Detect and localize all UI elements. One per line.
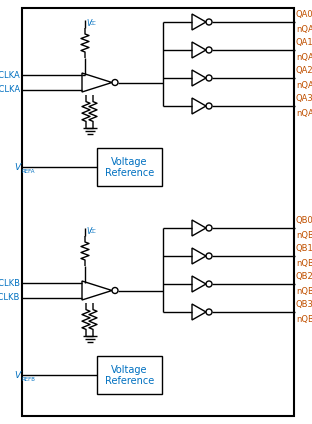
Text: nQB1: nQB1 — [296, 259, 312, 268]
Text: nQA1: nQA1 — [296, 53, 312, 62]
Bar — [97, 356, 162, 394]
Text: nQA0: nQA0 — [296, 25, 312, 34]
Text: PCLKA: PCLKA — [0, 70, 20, 80]
Bar — [97, 148, 162, 186]
Text: V: V — [86, 227, 91, 236]
Text: QB1: QB1 — [296, 244, 312, 253]
Text: QA0: QA0 — [296, 10, 312, 19]
Text: QB2: QB2 — [296, 272, 312, 281]
Text: Voltage: Voltage — [111, 157, 148, 167]
Bar — [22, 8, 294, 416]
Text: CC: CC — [90, 229, 97, 234]
Text: V: V — [86, 19, 91, 28]
Text: PCLKB: PCLKB — [0, 279, 20, 287]
Text: nQB2: nQB2 — [296, 287, 312, 296]
Text: V: V — [14, 162, 20, 171]
Text: V: V — [14, 371, 20, 379]
Text: REFA: REFA — [21, 169, 35, 174]
Text: CC: CC — [90, 21, 97, 26]
Text: nQA2: nQA2 — [296, 81, 312, 90]
Text: Reference: Reference — [105, 168, 154, 178]
Text: nQA3: nQA3 — [296, 109, 312, 118]
Text: Reference: Reference — [105, 376, 154, 386]
Text: QA1: QA1 — [296, 38, 312, 47]
Text: QB0: QB0 — [296, 216, 312, 225]
Text: QA3: QA3 — [296, 94, 312, 103]
Text: REFB: REFB — [21, 377, 35, 382]
Text: nPCLKA: nPCLKA — [0, 86, 20, 95]
Text: QA2: QA2 — [296, 66, 312, 75]
Text: nPCLKB: nPCLKB — [0, 293, 20, 302]
Text: Voltage: Voltage — [111, 365, 148, 375]
Text: nQB3: nQB3 — [296, 315, 312, 324]
Text: QB3: QB3 — [296, 300, 312, 309]
Text: nQB0: nQB0 — [296, 231, 312, 240]
